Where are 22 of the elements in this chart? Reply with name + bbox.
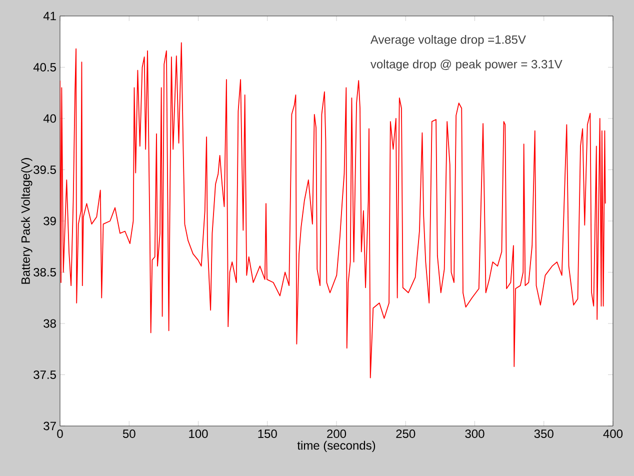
x-tick-label: 200: [327, 430, 346, 438]
x-tick-label: 50: [122, 430, 136, 438]
y-tick-label: 37.5: [34, 370, 56, 379]
annotation: Average voltage drop =1.85V: [370, 35, 526, 46]
x-tick-label: 100: [189, 430, 208, 438]
x-axis-title: time (seconds): [297, 440, 376, 452]
x-tick-label: 150: [258, 430, 277, 438]
x-tick-label: 350: [534, 430, 554, 438]
x-tick-label: 400: [603, 430, 623, 438]
y-tick-label: 38.5: [34, 268, 56, 276]
y-tick-label: 39: [44, 216, 56, 226]
y-axis-title: Battery Pack Voltage(V): [21, 158, 32, 284]
y-tick-label: 38: [44, 319, 56, 328]
x-tick-label: 250: [396, 430, 416, 438]
y-tick-label: 37: [44, 422, 56, 430]
y-tick-label: 41: [43, 12, 56, 20]
x-tick-label: 300: [465, 430, 484, 438]
y-tick-label: 40.5: [33, 63, 56, 72]
y-tick-label: 39.5: [34, 165, 56, 174]
y-tick-label: 40: [43, 114, 56, 123]
x-tick-label: 0: [57, 430, 63, 438]
annotation: voltage drop @ peak power = 3.31V: [370, 60, 562, 71]
